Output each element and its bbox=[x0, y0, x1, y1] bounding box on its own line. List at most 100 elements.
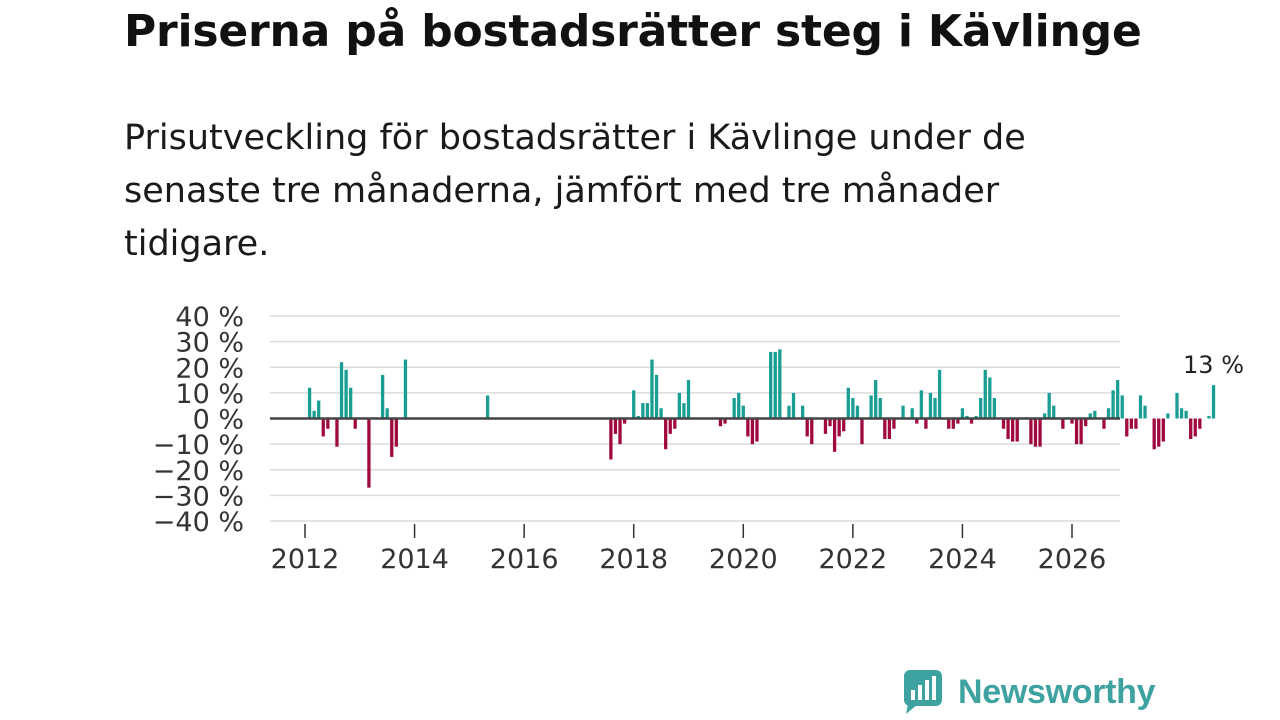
bar bbox=[349, 387, 353, 419]
bar bbox=[855, 405, 860, 419]
bar bbox=[645, 403, 650, 419]
bar bbox=[1138, 395, 1143, 419]
bar bbox=[915, 418, 919, 424]
bar bbox=[326, 418, 330, 429]
bar bbox=[403, 359, 408, 419]
bar bbox=[1074, 418, 1079, 445]
bar bbox=[755, 418, 759, 442]
bar bbox=[1184, 410, 1188, 419]
bar bbox=[787, 405, 791, 419]
bar bbox=[1120, 395, 1124, 419]
bar bbox=[686, 380, 691, 419]
bar bbox=[869, 395, 873, 419]
gridlines bbox=[270, 315, 1120, 522]
bar bbox=[919, 390, 923, 419]
bar bbox=[1129, 418, 1133, 429]
bar bbox=[1211, 385, 1216, 419]
bar bbox=[682, 403, 686, 419]
bar bbox=[979, 398, 983, 419]
y-tick-label: 10 % bbox=[175, 379, 244, 410]
bar bbox=[1125, 418, 1129, 437]
bar bbox=[778, 349, 782, 419]
bar bbox=[805, 418, 809, 437]
bar bbox=[1001, 418, 1006, 429]
bar bbox=[842, 418, 846, 432]
bar bbox=[673, 418, 677, 429]
bar bbox=[910, 408, 914, 419]
bar bbox=[969, 418, 974, 424]
y-tick-label: −10 % bbox=[153, 430, 244, 461]
bar bbox=[307, 387, 312, 419]
bar bbox=[750, 418, 755, 445]
bar bbox=[878, 398, 882, 419]
bar bbox=[773, 351, 777, 419]
x-tick-label: 2016 bbox=[490, 544, 559, 575]
bar bbox=[810, 418, 814, 445]
bar bbox=[632, 390, 636, 419]
y-tick-label: −40 % bbox=[153, 507, 244, 538]
bar bbox=[951, 418, 955, 429]
bar bbox=[677, 392, 682, 419]
bar bbox=[1102, 418, 1106, 429]
bar bbox=[823, 418, 828, 434]
x-tick-label: 2018 bbox=[599, 544, 668, 575]
y-axis-ticks: 40 %30 %20 %10 %0 %−10 %−20 %−30 %−40 % bbox=[153, 302, 244, 538]
bar bbox=[367, 418, 371, 488]
bar bbox=[1193, 418, 1197, 437]
bar bbox=[485, 395, 490, 419]
bar bbox=[1052, 405, 1056, 419]
x-tick-label: 2020 bbox=[709, 544, 778, 575]
bar bbox=[1038, 418, 1042, 447]
bar bbox=[1198, 418, 1202, 429]
bar bbox=[1143, 405, 1147, 419]
bar bbox=[800, 405, 805, 419]
bar bbox=[769, 351, 773, 419]
bar bbox=[828, 418, 832, 427]
bar bbox=[887, 418, 892, 439]
bar bbox=[1088, 413, 1092, 419]
bar bbox=[344, 369, 348, 419]
bar bbox=[339, 362, 344, 419]
bar bbox=[380, 374, 385, 419]
bar bbox=[892, 418, 896, 429]
bar bbox=[664, 418, 668, 450]
bar bbox=[1134, 418, 1138, 429]
y-tick-label: 0 % bbox=[193, 405, 244, 436]
bar bbox=[1006, 418, 1010, 439]
bar bbox=[737, 392, 741, 419]
bar bbox=[321, 418, 325, 437]
bar bbox=[791, 392, 796, 419]
bar bbox=[874, 380, 878, 419]
y-tick-label: −30 % bbox=[153, 481, 244, 512]
bar bbox=[947, 418, 951, 429]
bar bbox=[1047, 392, 1051, 419]
bar bbox=[832, 418, 837, 452]
bar bbox=[965, 415, 969, 419]
bar bbox=[668, 418, 672, 434]
bar bbox=[718, 418, 723, 427]
bar bbox=[928, 392, 933, 419]
bar bbox=[1033, 418, 1038, 447]
newsworthy-logo-icon bbox=[904, 670, 942, 714]
bar bbox=[1084, 418, 1088, 427]
bar bbox=[1116, 380, 1120, 419]
chart-title: Priserna på bostadsrätter steg i Kävling… bbox=[124, 6, 1142, 57]
x-tick-label: 2014 bbox=[380, 544, 449, 575]
bar bbox=[394, 418, 398, 447]
bar bbox=[1061, 418, 1065, 429]
bar bbox=[933, 398, 937, 419]
bar bbox=[1079, 418, 1083, 445]
bar bbox=[1015, 418, 1019, 442]
x-tick-label: 2024 bbox=[928, 544, 997, 575]
bar bbox=[860, 418, 864, 445]
bar bbox=[851, 398, 855, 419]
x-tick-label: 2022 bbox=[818, 544, 887, 575]
x-tick-label: 2012 bbox=[271, 544, 340, 575]
bar bbox=[956, 418, 960, 424]
x-tick-label: 2026 bbox=[1038, 544, 1107, 575]
bar bbox=[846, 387, 850, 419]
bar bbox=[385, 408, 389, 419]
x-axis-ticks: 2012 2014 2016 2018 2020 2022 2024 2026 bbox=[271, 524, 1107, 575]
bar bbox=[353, 418, 357, 429]
bar bbox=[1157, 418, 1161, 447]
